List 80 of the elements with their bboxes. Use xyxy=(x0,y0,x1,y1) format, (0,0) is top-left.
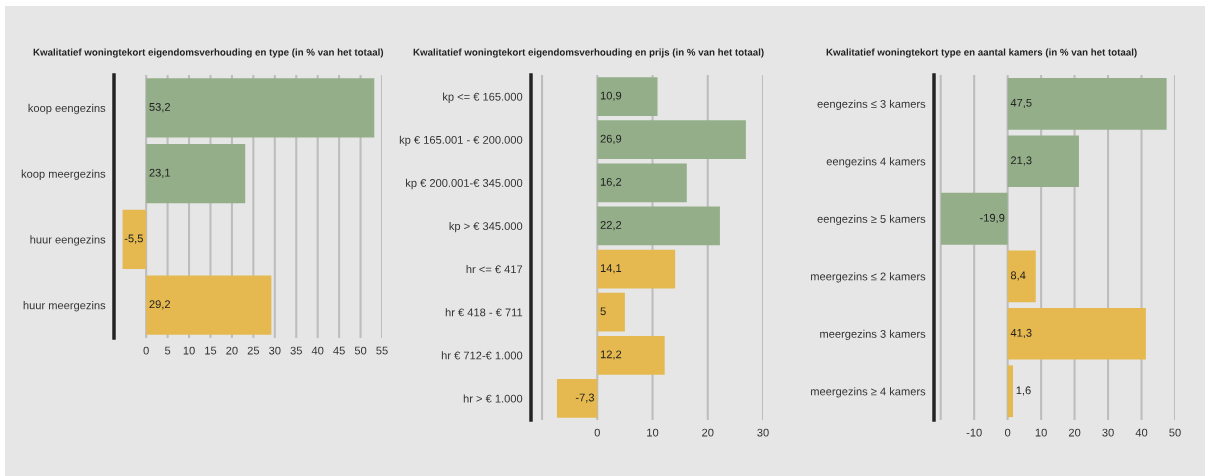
x-tick-label: 30 xyxy=(269,346,281,355)
bar xyxy=(556,379,598,418)
x-tick-label: 5 xyxy=(164,346,171,355)
x-tick-label: 20 xyxy=(226,346,238,355)
data-label: 12,2 xyxy=(600,350,622,360)
data-label: 53,2 xyxy=(149,102,171,113)
data-label: 8,4 xyxy=(1010,271,1026,281)
x-tick-label: 20 xyxy=(1068,428,1081,437)
y-tick-label: huur eengezins xyxy=(30,235,106,246)
x-tick-label: 40 xyxy=(311,346,324,355)
x-tick-label: 0 xyxy=(143,346,149,355)
data-label: 1,6 xyxy=(1016,386,1031,396)
y-tick-label: koop meergezins xyxy=(21,169,106,180)
bar xyxy=(1007,307,1146,360)
x-tick-label: 45 xyxy=(333,346,345,355)
data-label: 16,2 xyxy=(600,177,622,188)
y-tick-label: kp > € 345.000 xyxy=(449,221,523,233)
chart-title: Kwalitatief woningtekort type en aantal kamers (in % van het totaal) xyxy=(826,48,1137,58)
x-tick-label: 0 xyxy=(594,428,600,437)
y-tick-label: huur meergezins xyxy=(23,301,106,312)
bar xyxy=(597,77,658,116)
bar xyxy=(597,292,625,332)
data-label: 41,3 xyxy=(1010,328,1032,339)
data-label: 22,2 xyxy=(600,221,622,231)
bar xyxy=(1007,77,1167,130)
x-tick-label: 20 xyxy=(702,428,714,437)
y-tick-label: meergezins 3 kamers xyxy=(820,329,926,341)
y-tick-label: meergezins ≥ 4 kamers xyxy=(811,387,926,398)
y-tick-label: eengezins ≤ 3 kamers xyxy=(817,99,926,111)
x-tick-label: 50 xyxy=(1169,428,1181,437)
y-tick-label: kp <= € 165.000 xyxy=(443,92,523,103)
x-tick-label: 55 xyxy=(376,346,388,355)
bar xyxy=(597,249,676,289)
x-tick-label: 30 xyxy=(1102,428,1114,437)
data-label: 10,9 xyxy=(600,91,622,101)
chart-title: Kwalitatief woningtekort eigendomsverhouding en type (in % van het totaal) xyxy=(33,48,384,58)
y-tick-label: meergezins ≤ 2 kamers xyxy=(811,272,926,283)
bar xyxy=(122,209,147,269)
bar xyxy=(597,206,720,246)
y-tick-label: eengezins ≥ 5 kamers xyxy=(817,214,926,226)
data-label: 47,5 xyxy=(1010,98,1032,109)
bar xyxy=(1007,365,1013,418)
y-tick-label: kp € 200.001-€ 345.000 xyxy=(406,178,523,190)
y-tick-label: eengezins 4 kamers xyxy=(826,157,926,168)
bar xyxy=(941,192,1008,245)
x-tick-label: 10 xyxy=(1035,428,1047,437)
x-tick-label: 10 xyxy=(183,346,195,355)
data-label: 14,1 xyxy=(600,264,622,274)
data-label: -5,5 xyxy=(124,234,143,244)
bar xyxy=(146,144,246,204)
y-tick-label: hr € 712-€ 1.000 xyxy=(441,351,523,360)
x-tick-label: 40 xyxy=(1135,428,1148,437)
y-tick-label: kp € 165.001 - € 200.000 xyxy=(399,135,523,147)
data-label: 5 xyxy=(600,307,606,316)
data-label: -19,9 xyxy=(980,213,1005,224)
bar xyxy=(146,275,272,335)
y-tick-label: hr <= € 417 xyxy=(466,265,523,274)
data-label: 29,2 xyxy=(149,300,171,310)
data-label: 26,9 xyxy=(600,134,622,144)
x-tick-label: 50 xyxy=(354,346,367,355)
x-tick-label: 0 xyxy=(1004,428,1011,437)
y-tick-label: koop eengezins xyxy=(28,103,106,115)
data-label: 21,3 xyxy=(1010,156,1032,166)
bar xyxy=(1007,250,1036,303)
bar xyxy=(597,163,687,203)
data-label: 23,1 xyxy=(149,168,171,178)
x-tick-label: 35 xyxy=(290,346,302,355)
bar xyxy=(597,335,665,375)
bar xyxy=(1007,135,1079,188)
bar xyxy=(597,120,746,160)
x-tick-label: 25 xyxy=(247,346,260,355)
bar xyxy=(146,78,375,138)
data-label: -7,3 xyxy=(575,393,595,403)
x-tick-label: 10 xyxy=(647,428,659,437)
y-tick-label: hr > € 1.000 xyxy=(463,394,523,403)
y-tick-label: hr € 418 - € 711 xyxy=(445,308,523,317)
x-tick-label: 30 xyxy=(757,428,769,437)
x-tick-label: 15 xyxy=(205,346,217,355)
chart-title: Kwalitatief woningtekort eigendomsverhouding en prijs (in % van het totaal) xyxy=(413,48,764,58)
x-tick-label: -10 xyxy=(966,428,982,437)
